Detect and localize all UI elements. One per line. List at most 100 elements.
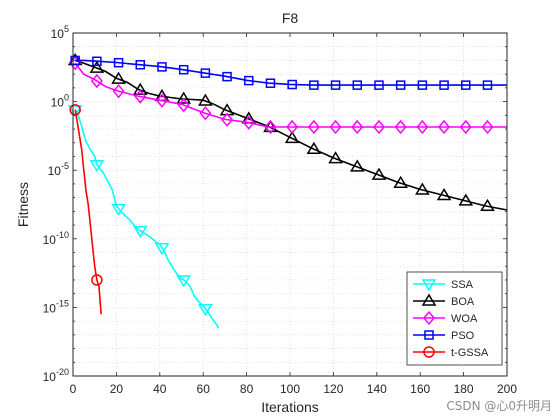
series-marker-boa	[284, 130, 300, 144]
legend-label: BOA	[451, 296, 475, 308]
x-tick-label: 160	[410, 382, 430, 396]
series-marker-woa	[351, 119, 364, 135]
y-tick-label: 10-20	[43, 367, 69, 384]
series-marker-boa	[393, 175, 408, 188]
x-tick-label: 200	[497, 382, 517, 396]
legend-entry-boa: BOA	[413, 293, 475, 308]
series-marker-ssa	[111, 203, 126, 217]
series-marker-pso	[178, 64, 189, 75]
legend-marker	[421, 279, 437, 292]
x-tick-label: 100	[280, 382, 300, 396]
series-marker-woa	[134, 89, 147, 104]
series-marker-boa	[371, 167, 387, 180]
series-marker-t-gssa	[91, 274, 103, 286]
series-line-ssa	[74, 109, 220, 329]
series-marker-ssa	[154, 242, 170, 256]
x-tick-label: 120	[323, 382, 343, 396]
series-marker-pso	[309, 80, 319, 90]
series-marker-ssa	[67, 105, 83, 118]
legend-label: SSA	[451, 279, 474, 291]
legend-marker	[423, 310, 435, 326]
legend-marker	[423, 346, 435, 358]
legend-entry-ssa: SSA	[413, 279, 474, 292]
legend-entry-woa: WOA	[413, 310, 478, 326]
series-marker-ssa	[89, 159, 105, 173]
series-marker-woa	[264, 119, 277, 135]
legend: SSA BOA WOA PSO t-GSSA	[406, 271, 503, 366]
tick-marks	[72, 32, 508, 377]
series-marker-woa	[372, 119, 385, 135]
series-marker-pso	[330, 80, 341, 90]
series-woa	[69, 56, 507, 135]
x-axis-label: Iterations	[261, 399, 319, 415]
x-tick-label: 60	[197, 382, 211, 396]
legend-label: WOA	[451, 313, 478, 325]
series-marker-pso	[439, 80, 449, 90]
series-marker-boa	[436, 187, 452, 201]
series-marker-woa	[481, 119, 494, 135]
y-tick-label: 105	[51, 24, 69, 41]
series-marker-pso	[395, 80, 406, 90]
series-marker-pso	[374, 80, 384, 90]
series-pso	[70, 55, 507, 90]
legend-entry-pso: PSO	[413, 330, 475, 342]
series-marker-boa	[306, 141, 322, 154]
series-layer	[67, 52, 508, 329]
series-marker-boa	[132, 82, 148, 95]
series-marker-woa	[221, 112, 234, 127]
y-tick-label: 10-10	[43, 230, 69, 247]
series-marker-boa	[198, 93, 213, 106]
chart-title: F8	[282, 10, 299, 26]
legend-marker	[421, 293, 437, 306]
series-marker-woa	[242, 115, 255, 130]
series-marker-ssa	[132, 225, 148, 239]
x-tick-label: 20	[110, 382, 124, 396]
series-marker-woa	[438, 119, 451, 135]
x-tick-label: 80	[240, 382, 254, 396]
y-tick-label: 100	[51, 93, 69, 110]
legend-label: t-GSSA	[451, 347, 489, 359]
series-marker-boa	[480, 198, 495, 212]
series-marker-boa	[415, 182, 430, 195]
series-line-t-gssa	[74, 109, 102, 315]
series-boa	[67, 52, 508, 212]
series-marker-pso	[135, 60, 146, 70]
legend-entry-t-gssa: t-GSSA	[413, 346, 489, 359]
series-marker-pso	[461, 80, 471, 90]
series-marker-boa	[349, 159, 365, 172]
series-line-woa	[74, 62, 507, 128]
series-marker-pso	[157, 62, 167, 72]
x-tick-label: 140	[367, 382, 387, 396]
series-line-boa	[74, 59, 508, 211]
series-marker-pso	[417, 80, 428, 90]
x-tick-label: 0	[70, 382, 77, 396]
series-marker-woa	[112, 84, 125, 99]
series-marker-woa	[286, 119, 299, 135]
series-line-pso	[75, 59, 507, 86]
series-marker-boa	[89, 60, 105, 73]
series-marker-pso	[352, 80, 363, 90]
series-marker-pso	[70, 55, 80, 66]
series-marker-ssa	[198, 304, 213, 317]
series-t-gssa	[69, 104, 103, 315]
series-marker-pso	[113, 57, 124, 68]
series-ssa	[67, 105, 220, 329]
series-marker-woa	[177, 97, 190, 113]
series-marker-pso	[287, 79, 297, 90]
series-marker-boa	[176, 91, 191, 104]
series-marker-boa	[328, 151, 343, 164]
legend-label: PSO	[451, 330, 475, 342]
watermark: CSDN @心0升明月	[446, 399, 552, 413]
series-marker-boa	[458, 193, 474, 206]
series-marker-woa	[155, 93, 168, 108]
series-marker-pso	[222, 71, 232, 82]
x-tick-label: 180	[454, 382, 474, 396]
series-marker-woa	[199, 106, 212, 121]
series-marker-pso	[482, 80, 493, 90]
tick-labels: 0 20 40 60 80 100 120 140 160 180 200 105 100 10-5 10-…	[43, 24, 518, 396]
series-marker-pso	[244, 75, 254, 86]
series-marker-woa	[394, 119, 407, 135]
series-marker-woa	[329, 119, 342, 135]
legend-marker	[424, 330, 434, 340]
